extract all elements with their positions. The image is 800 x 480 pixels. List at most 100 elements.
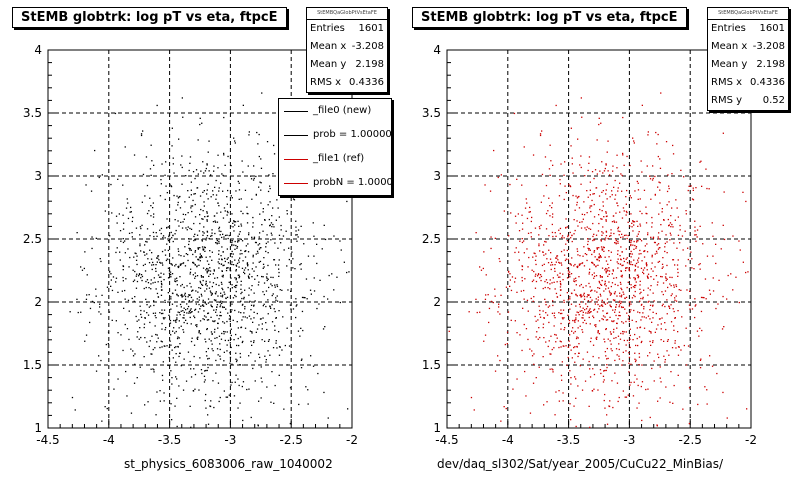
data-point [172,330,174,332]
data-point [680,169,682,171]
data-point [228,234,230,237]
data-point [673,384,675,387]
data-point [485,294,487,296]
data-point [598,117,600,119]
data-point [134,363,136,365]
data-point [575,277,577,279]
data-point [649,318,651,320]
data-point [199,260,201,262]
data-point [564,259,567,262]
data-point [550,353,552,355]
data-point [254,380,256,382]
data-point [604,237,607,239]
data-point [633,248,635,250]
data-point [660,224,662,226]
data-point [260,366,262,368]
data-point [604,393,606,396]
data-point [122,265,124,267]
data-point [581,295,583,297]
data-point [571,257,573,259]
data-point [535,263,537,266]
data-point [244,306,246,308]
data-point [581,329,583,331]
data-point [205,316,207,318]
x-tick-label: -4.5 [36,433,59,447]
data-point [140,134,143,137]
data-point [261,275,263,278]
data-point [675,300,678,302]
data-point [583,201,585,203]
data-point [709,293,711,295]
data-point [617,240,619,243]
data-point [231,241,233,244]
data-point [132,216,134,219]
data-point [251,268,253,270]
data-point [671,347,674,349]
data-point [623,257,625,260]
data-point [152,348,154,351]
data-point [176,425,178,428]
data-point [223,207,226,209]
data-point [593,233,595,235]
data-point [266,386,268,388]
data-point [244,267,247,269]
data-point [600,283,602,286]
data-point [233,395,236,397]
data-point [135,315,137,318]
data-point [77,311,79,314]
data-point [160,280,162,283]
data-point [535,336,537,338]
data-point [231,213,233,215]
data-point [499,260,501,263]
data-point [177,201,179,204]
data-point [649,416,651,419]
data-point [218,226,221,228]
legend-entry-file1: _file1 (ref) [279,147,391,171]
data-point [596,139,598,141]
data-point [630,244,632,247]
data-point [267,340,270,342]
data-point [189,162,191,164]
data-point [160,227,163,230]
data-point [598,195,601,197]
data-point [610,232,612,234]
data-point [183,307,185,309]
data-point [133,382,136,384]
data-point [593,203,595,206]
data-point [549,353,551,355]
data-point [265,276,268,278]
data-point [598,260,600,262]
data-point [560,322,562,325]
data-point [261,328,263,330]
data-point [655,328,658,330]
data-point [225,396,227,398]
data-point [675,199,677,201]
data-point [250,318,252,320]
data-point [49,330,51,332]
data-point [601,231,603,233]
data-point [201,256,203,258]
data-point [553,281,555,283]
data-point [566,240,569,242]
data-point [494,295,496,297]
data-point [219,306,221,308]
data-point [718,279,720,281]
data-point [226,344,228,346]
data-point [617,318,619,320]
data-point [589,340,592,343]
data-point [186,229,188,231]
data-point [240,225,243,227]
data-point [640,267,643,269]
data-point [247,269,249,271]
data-point [162,312,164,315]
data-point [636,241,638,243]
data-point [230,195,232,197]
data-point [598,357,600,359]
data-point [664,305,666,308]
data-point [274,310,276,313]
data-point [485,274,487,276]
data-point [135,252,137,255]
data-point [115,281,117,283]
data-point [551,368,553,370]
data-point [625,320,627,323]
